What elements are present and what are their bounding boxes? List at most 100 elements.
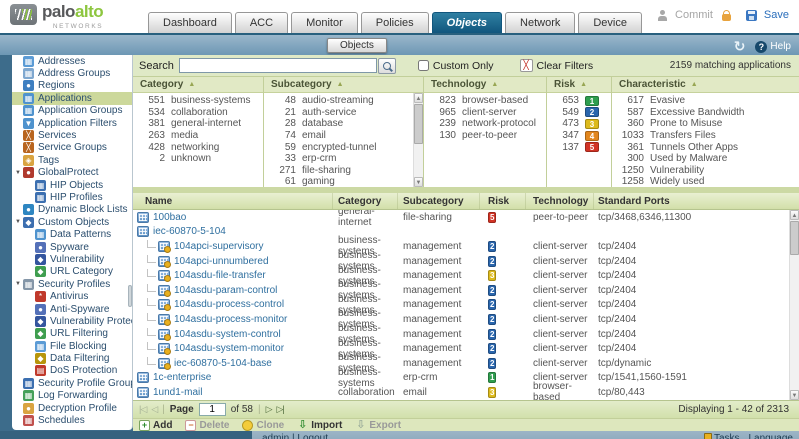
filter-item[interactable]: 263media (133, 130, 263, 142)
application-name-link[interactable]: 104asdu-process-control (174, 299, 284, 310)
scroll-down-icon[interactable]: ▼ (414, 177, 423, 187)
filter-item[interactable]: 4733 (547, 118, 611, 130)
clear-filters-button[interactable]: ╳ Clear Filters (520, 59, 594, 72)
sidebar-item-services[interactable]: ╳Services (12, 129, 132, 141)
sidebar-item-url-filtering[interactable]: ◆URL Filtering (12, 328, 132, 340)
column-header-standard-ports[interactable]: Standard Ports (594, 193, 799, 209)
sidebar-item-security-profile-groups[interactable]: ▦Security Profile Groups (12, 377, 132, 389)
sidebar-scrollbar[interactable] (128, 285, 132, 307)
sidebar-item-hip-profiles[interactable]: ▦HIP Profiles (12, 191, 132, 203)
lock-icon[interactable] (722, 14, 731, 21)
table-row[interactable]: 100baogeneral-internetfile-sharing5peer-… (133, 210, 799, 225)
table-row[interactable]: 104asdu-process-controlbusiness-systemsm… (133, 298, 799, 313)
filter-item[interactable]: 587Excessive Bandwidth (612, 107, 799, 119)
sidebar-item-spyware[interactable]: ●Spyware (12, 241, 132, 253)
tab-dashboard[interactable]: Dashboard (148, 12, 232, 33)
commit-button[interactable]: Commit (675, 9, 713, 21)
tab-objects[interactable]: Objects (432, 12, 502, 33)
application-name-link[interactable]: 104asdu-system-control (174, 329, 281, 340)
application-name-link[interactable]: 104asdu-process-monitor (174, 314, 287, 325)
sidebar-item-log-forwarding[interactable]: ▦Log Forwarding (12, 390, 132, 402)
sidebar-item-dos-protection[interactable]: ▤DoS Protection (12, 365, 132, 377)
filter-item[interactable]: 3474 (547, 130, 611, 142)
application-name-link[interactable]: iec-60870-5-104 (153, 226, 226, 237)
sidebar-item-antivirus[interactable]: *Antivirus (12, 290, 132, 302)
search-input[interactable] (179, 58, 377, 73)
filter-item[interactable]: 33erp-crm (264, 153, 423, 165)
expander-icon[interactable]: ▼ (15, 281, 23, 287)
scrollbar-thumb[interactable] (790, 221, 799, 255)
filter-item[interactable]: 300Used by Malware (612, 153, 799, 165)
table-row[interactable]: 104apci-unnumberedbusiness-systemsmanage… (133, 254, 799, 269)
filter-item[interactable]: 1033Transfers Files (612, 130, 799, 142)
import-button[interactable]: ⇩Import (297, 420, 342, 431)
filter-item[interactable]: 361Tunnels Other Apps (612, 141, 799, 153)
filter-item[interactable]: 965client-server (424, 107, 546, 119)
objects-context-button[interactable]: Objects (327, 38, 387, 53)
sidebar-item-dynamic-block-lists[interactable]: ●Dynamic Block Lists (12, 204, 132, 216)
sidebar-item-service-groups[interactable]: ╳Service Groups (12, 142, 132, 154)
sidebar-item-application-filters[interactable]: ▼Application Filters (12, 117, 132, 129)
sidebar-item-globalprotect[interactable]: ▼●GlobalProtect (12, 167, 132, 179)
filter-item[interactable]: 551business-systems (133, 95, 263, 107)
table-scrollbar[interactable]: ▲ ▼ (789, 210, 799, 400)
application-name-link[interactable]: iec-60870-5-104-base (174, 358, 272, 369)
page-number-input[interactable] (199, 403, 226, 416)
filter-item[interactable]: 239network-protocol (424, 118, 546, 130)
table-row[interactable]: 104asdu-file-transferbusiness-systemsman… (133, 268, 799, 283)
column-header-risk[interactable]: Risk (480, 193, 526, 209)
sidebar-item-application-groups[interactable]: ▦Application Groups (12, 105, 132, 117)
filter-item[interactable]: 271file-sharing (264, 165, 423, 177)
filter-header-technology[interactable]: Technology▲ (424, 77, 546, 93)
expander-icon[interactable]: ▼ (15, 170, 23, 176)
filter-item[interactable]: 6531 (547, 95, 611, 107)
refresh-icon[interactable]: ↻ (734, 38, 746, 55)
sidebar-item-address-groups[interactable]: ▦Address Groups (12, 67, 132, 79)
scroll-up-icon[interactable]: ▲ (414, 93, 423, 103)
tab-device[interactable]: Device (578, 12, 642, 33)
tab-acc[interactable]: ACC (235, 12, 288, 33)
scroll-down-icon[interactable]: ▼ (790, 390, 799, 400)
add-button[interactable]: +Add (139, 420, 172, 431)
last-page-button[interactable]: ▷| (276, 404, 283, 415)
application-name-link[interactable]: 100bao (153, 212, 186, 223)
sidebar-item-url-category[interactable]: ◆URL Category (12, 266, 132, 278)
filter-header-category[interactable]: Category▲ (133, 77, 263, 93)
admin-logout-link[interactable]: admin | Logout (262, 433, 328, 439)
filter-item[interactable]: 61gaming (264, 176, 423, 187)
table-row[interactable]: 1und1-mailcollaborationemail3browser-bas… (133, 385, 799, 400)
filter-item[interactable]: 59encrypted-tunnel (264, 141, 423, 153)
scroll-up-icon[interactable]: ▲ (790, 210, 799, 220)
search-icon[interactable] (378, 58, 396, 74)
filter-item[interactable]: 534collaboration (133, 107, 263, 119)
table-row[interactable]: 104asdu-param-controlbusiness-systemsman… (133, 283, 799, 298)
application-name-link[interactable]: 104asdu-system-monitor (174, 343, 284, 354)
filter-item[interactable]: 360Prone to Misuse (612, 118, 799, 130)
filter-item[interactable]: 48audio-streaming (264, 95, 423, 107)
table-row[interactable]: 104asdu-system-monitorbusiness-systemsma… (133, 341, 799, 356)
save-button[interactable]: Save (764, 9, 789, 21)
filter-item[interactable]: 1250Vulnerability (612, 165, 799, 177)
sidebar-item-addresses[interactable]: ▦Addresses (12, 55, 132, 67)
filter-item[interactable]: 2unknown (133, 153, 263, 165)
filter-item[interactable]: 5492 (547, 107, 611, 119)
filter-item[interactable]: 1258Widely used (612, 176, 799, 187)
custom-only-checkbox[interactable] (418, 60, 429, 71)
filter-item[interactable]: 823browser-based (424, 95, 546, 107)
filter-item[interactable]: 21auth-service (264, 107, 423, 119)
tab-monitor[interactable]: Monitor (291, 12, 358, 33)
sidebar-item-data-patterns[interactable]: ▦Data Patterns (12, 228, 132, 240)
column-header-category[interactable]: Category (333, 193, 398, 209)
sidebar-item-decryption-profile[interactable]: ●Decryption Profile (12, 402, 132, 414)
sidebar-item-vulnerability-protection[interactable]: ◆Vulnerability Protection (12, 315, 132, 327)
export-button[interactable]: ⇩Export (355, 420, 401, 431)
table-row[interactable]: 104asdu-process-monitorbusiness-systemsm… (133, 312, 799, 327)
scrollbar-thumb[interactable] (414, 104, 423, 144)
table-row[interactable]: iec-60870-5-104 (133, 225, 799, 240)
tab-network[interactable]: Network (505, 12, 575, 33)
table-row[interactable]: 104apci-supervisorybusiness-systemsmanag… (133, 239, 799, 254)
filter-item[interactable]: 381general-internet (133, 118, 263, 130)
filter-item[interactable]: 617Evasive (612, 95, 799, 107)
application-name-link[interactable]: 104asdu-file-transfer (174, 270, 266, 281)
filter-header-risk[interactable]: Risk▲ (547, 77, 611, 93)
